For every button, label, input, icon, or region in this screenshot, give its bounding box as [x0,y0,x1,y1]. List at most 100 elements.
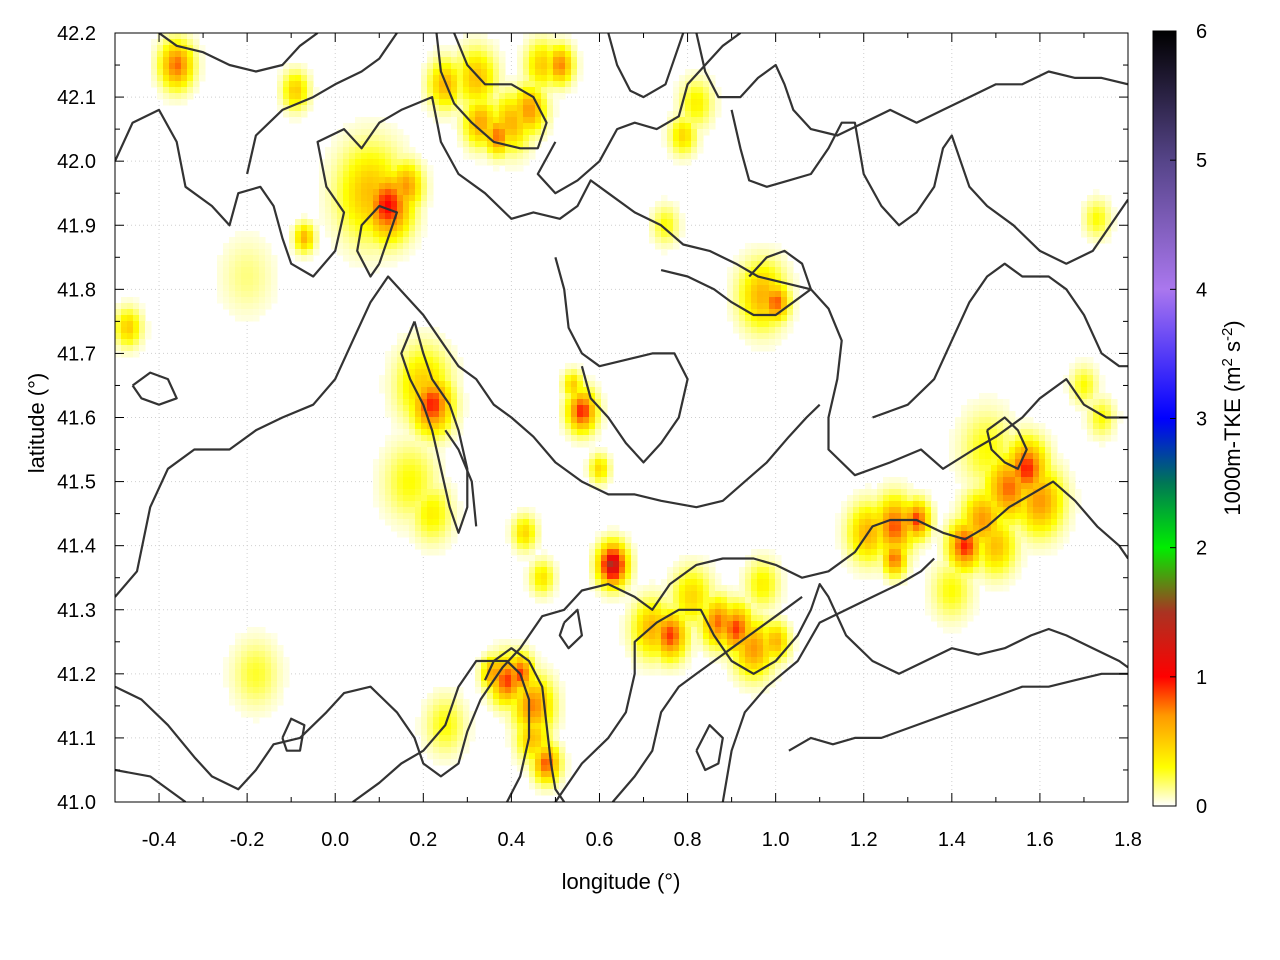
heat-cell [1087,231,1094,238]
heat-cell [1057,477,1064,484]
heat-cell [1075,387,1082,394]
heat-cell [985,495,992,502]
heat-cell [745,255,752,262]
heat-cell [673,633,680,640]
heat-cell [1033,519,1040,526]
heat-cell [469,57,476,64]
heat-cell [769,279,776,286]
heat-cell [1015,459,1022,466]
heat-cell [931,591,938,598]
heat-cell [997,573,1004,580]
heat-cell [709,579,716,586]
heat-cell [343,165,350,172]
heat-cell [457,501,464,508]
heat-cell [1057,507,1064,514]
heat-cell [757,321,764,328]
heat-cell [469,135,476,142]
heat-cell [289,93,296,100]
heat-cell [697,555,704,562]
heat-cell [1021,429,1028,436]
heat-cell [337,207,344,214]
heat-cell [529,147,536,154]
heat-cell [517,687,524,694]
heat-cell [847,519,854,526]
heat-cell [943,573,950,580]
heat-cell [307,237,314,244]
heat-cell [769,567,776,574]
heat-cell [937,573,944,580]
heat-cell [1027,465,1034,472]
heat-cell [1039,483,1046,490]
heat-cell [1051,549,1058,556]
heat-cell [391,357,398,364]
heat-cell [391,189,398,196]
heat-cell [955,621,962,628]
heat-cell [889,579,896,586]
heat-cell [937,591,944,598]
heat-cell [451,123,458,130]
heat-cell [745,285,752,292]
heat-cell [1093,375,1100,382]
heat-cell [1009,519,1016,526]
heat-cell [883,513,890,520]
contour-line-24 [558,608,583,650]
heat-cell [367,261,374,268]
heat-cell [481,123,488,130]
heat-cell [943,561,950,568]
heat-cell [421,363,428,370]
heat-cell [1021,537,1028,544]
heat-cell [469,123,476,130]
heat-cell [403,189,410,196]
heat-cell [409,171,416,178]
heat-cell [1009,417,1016,424]
heat-cell [1051,489,1058,496]
heat-cell [1051,525,1058,532]
heat-cell [157,45,164,52]
heat-cell [385,435,392,442]
heat-cell [415,717,422,724]
heat-cell [445,705,452,712]
heat-cell [427,699,434,706]
heat-cell [769,651,776,658]
heat-cell [967,513,974,520]
heat-cell [835,537,842,544]
heat-cell [427,441,434,448]
heat-cell [409,525,416,532]
heat-cell [745,573,752,580]
heat-cell [1111,435,1118,442]
heat-cell [637,615,644,622]
heat-cell [553,771,560,778]
heat-cell [445,99,452,106]
heat-cell [247,297,254,304]
heat-cell [271,273,278,280]
heat-cell [787,639,794,646]
heat-cell [523,75,530,82]
heat-cell [493,705,500,712]
heat-cell [667,597,674,604]
heat-cell [781,663,788,670]
heat-cell [493,153,500,160]
contour-line-20 [554,257,689,464]
heat-cell [517,525,524,532]
heat-cell [241,315,248,322]
heat-cell [475,687,482,694]
heat-cell [541,33,548,40]
heat-cell [1003,543,1010,550]
heat-cell [355,225,362,232]
heat-cell [385,363,392,370]
heat-cell [439,81,446,88]
heat-cell [703,597,710,604]
contour-line-12 [607,33,685,99]
heat-cell [427,531,434,538]
heat-cell [775,639,782,646]
heat-cell [763,579,770,586]
heat-cell [433,747,440,754]
heat-cell [991,447,998,454]
heat-cell [613,591,620,598]
heat-cell [421,699,428,706]
heat-cell [433,327,440,334]
heat-cell [595,465,602,472]
heat-cell [691,651,698,658]
heat-cell [979,519,986,526]
heat-cell [649,231,656,238]
